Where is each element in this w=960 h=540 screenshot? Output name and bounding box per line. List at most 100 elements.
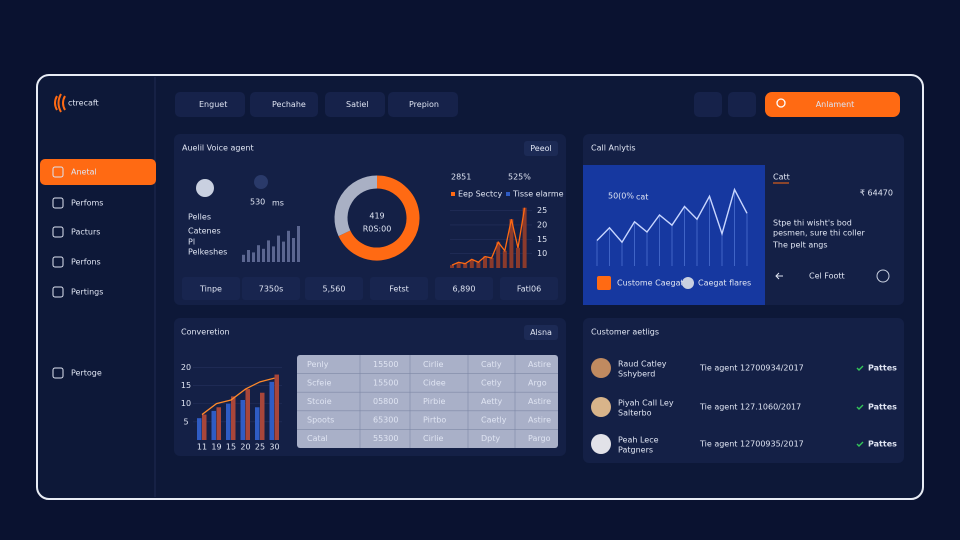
customer-sub: Sshyberd [618,370,655,379]
mini-bar [292,238,295,262]
refresh-icon [876,269,890,283]
toolbar-item[interactable]: Satiel [346,100,368,109]
mini-bar [252,252,255,262]
icon-button[interactable] [694,92,722,117]
toolbar-item[interactable]: Enguet [199,100,227,109]
metric: 6,890 [453,285,476,294]
bar [274,374,279,440]
nav-icon [52,197,64,209]
brand: ctrecaft [68,99,99,108]
metric: 5,560 [323,285,346,294]
bar [255,407,260,440]
footer-icon [597,276,611,290]
analytics-line [596,187,748,244]
icon-button[interactable] [728,92,756,117]
nav-item[interactable]: Perfoms [71,199,103,208]
toolbar-pill[interactable] [175,92,245,117]
customer-status: Pattes [868,440,897,449]
table-cell: Astire [528,360,551,369]
bar [260,392,265,440]
table-cell: Cidee [423,378,446,387]
metric-cell [305,277,363,300]
mini-bar [277,235,280,262]
metric: Tinpe [199,285,222,294]
footer-label: Custome Caegat [617,279,684,288]
y-tick-label: 20 [537,220,547,229]
toolbar-item[interactable]: Pechahe [272,100,306,109]
table-cell: Stcoie [307,397,332,406]
table-cell: 65300 [373,416,398,425]
metric-cell [500,277,558,300]
chart-label: 50(0% [608,192,634,201]
metric-cell [242,277,300,300]
table-cell: Spoots [307,416,334,425]
table-cell: Pargo [528,434,551,443]
note: The pelt angs [772,241,828,250]
toolbar-pill[interactable] [388,92,458,117]
toolbar-item[interactable]: Prepion [409,100,439,109]
legend-label: Tisse elarme [512,190,564,199]
trend-bar [496,242,501,268]
y-tick-label: 10 [181,399,191,408]
trend-bar [456,262,461,268]
stat: 530 [250,198,265,207]
bar [245,389,250,440]
action-button[interactable] [765,92,900,117]
x-tick-label: 30 [269,443,279,452]
nav-item[interactable]: Pertings [71,288,103,297]
table-cell: 15500 [373,378,398,387]
trend-bar [509,219,514,268]
trend-bar [476,262,481,268]
y-tick-label: 25 [537,206,547,215]
agent-label: Pelles [188,213,211,222]
panel-title: Converetion [181,328,230,337]
panel [583,318,904,463]
toolbar-pill[interactable] [325,92,385,117]
metric: 7350s [259,285,284,294]
tag: Alsna [530,328,552,337]
mini-bar [282,241,285,262]
trend-line [451,207,526,266]
toolbar-pill[interactable] [250,92,318,117]
agent-label: Catenes [188,227,221,236]
nav-item[interactable]: Pertoge [71,369,102,378]
message: Stpe thi wisht's bod [773,219,852,228]
table-cell: Astire [528,416,551,425]
trend-bar [450,265,454,268]
table-cell: Cirlie [423,434,444,443]
mini-bar [297,226,300,262]
bar [216,407,221,440]
customer-name: Piyah Call Ley [618,399,674,408]
nav-icon [52,286,64,298]
agent-avatar [196,179,214,197]
mini-bar [247,250,250,262]
status: Catt [773,173,790,182]
nav-icon [52,256,64,268]
nav-active-bg[interactable] [40,159,156,185]
bar [197,418,202,440]
x-tick-label: 15 [226,443,236,452]
mini-bar [267,240,270,262]
panel-title: Auelil Voice agent [182,144,254,153]
table-cell: Scfeie [307,378,331,387]
agent-icon [254,175,268,189]
footer-avatar [682,277,694,289]
stat-unit: ms [272,199,284,208]
nav-item[interactable]: Pacturs [71,228,100,237]
action-label[interactable]: Anlament [816,100,855,109]
nav-icon [52,367,64,379]
nav-item[interactable]: Anetal [71,168,97,177]
metric: Fatl06 [517,285,541,294]
link[interactable]: Cel Foott [809,272,845,281]
trend-line [201,377,275,416]
table-cell: 55300 [373,434,398,443]
customer-avatar [591,358,611,378]
trend-bar [469,259,474,268]
nav-item[interactable]: Perfons [71,258,101,267]
table-cell: Catal [307,434,328,443]
donut-segment [338,175,420,261]
customer-status: Pattes [868,403,897,412]
trend-bar [489,257,494,268]
